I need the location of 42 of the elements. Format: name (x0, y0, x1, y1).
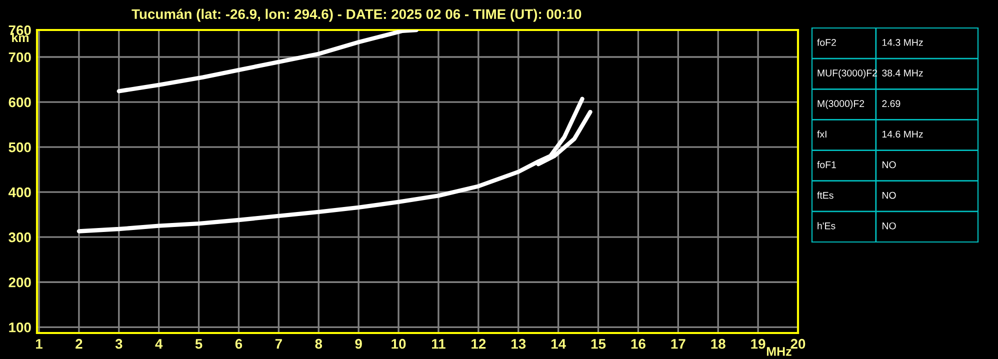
x-tick-label: 3 (115, 338, 122, 349)
x-tick-label: 15 (591, 339, 606, 349)
text: NO (882, 192, 896, 199)
x-tick-label: 5 (195, 339, 202, 349)
x-tick-label: 14 (551, 339, 566, 349)
y-tick-label: 300 (8, 232, 31, 242)
y-tick-label: 700 (8, 52, 31, 62)
text: ftEs (817, 192, 834, 199)
y-tick-label: 500 (8, 142, 31, 152)
text: NO (882, 222, 896, 230)
y-tick-label: 200 (8, 277, 31, 288)
x-tick-label: 6 (235, 338, 242, 349)
x-tick-label: 7 (275, 339, 282, 349)
text: 14.6 MHz (882, 130, 923, 138)
x-tick-label: 18 (711, 338, 726, 349)
y-tick-label: 100 (9, 322, 31, 332)
x-tick-label: 16 (631, 338, 646, 349)
x-tick-label: 13 (512, 338, 526, 349)
text: 38.4 MHz (882, 70, 923, 76)
x-tick-label: 9 (355, 338, 362, 349)
x-tick-label: 12 (472, 338, 486, 349)
x-tick-label: 8 (315, 338, 322, 349)
x-tick-label: 20 (790, 338, 806, 349)
x-tick-label: 10 (392, 338, 406, 349)
text: 14.3 MHz (882, 39, 923, 46)
x-tick-label: 4 (155, 339, 163, 349)
x-tick-label: 2 (76, 338, 82, 349)
text: NO (882, 161, 896, 168)
text: h'Es (818, 222, 836, 230)
x-tick-label: 1 (36, 339, 42, 349)
text: foF2 (817, 38, 836, 46)
y-tick-label: 600 (8, 97, 31, 108)
text: 2.69 (882, 100, 900, 108)
x-tick-label: 11 (432, 339, 446, 349)
x-axis-title: MHz (766, 347, 792, 356)
x-tick-label: 17 (671, 339, 686, 349)
x-tick-label: 19 (751, 338, 766, 349)
text: foF1 (817, 161, 836, 168)
text: M(3000)F2 (818, 100, 864, 109)
y-tick-label: 400 (8, 187, 31, 198)
text: fxI (817, 130, 826, 138)
chart-title: Tucumán (lat: -26.9, lon: 294.6) - DATE: 2025 02 06 - TIME (UT): 00:10 (132, 8, 582, 22)
